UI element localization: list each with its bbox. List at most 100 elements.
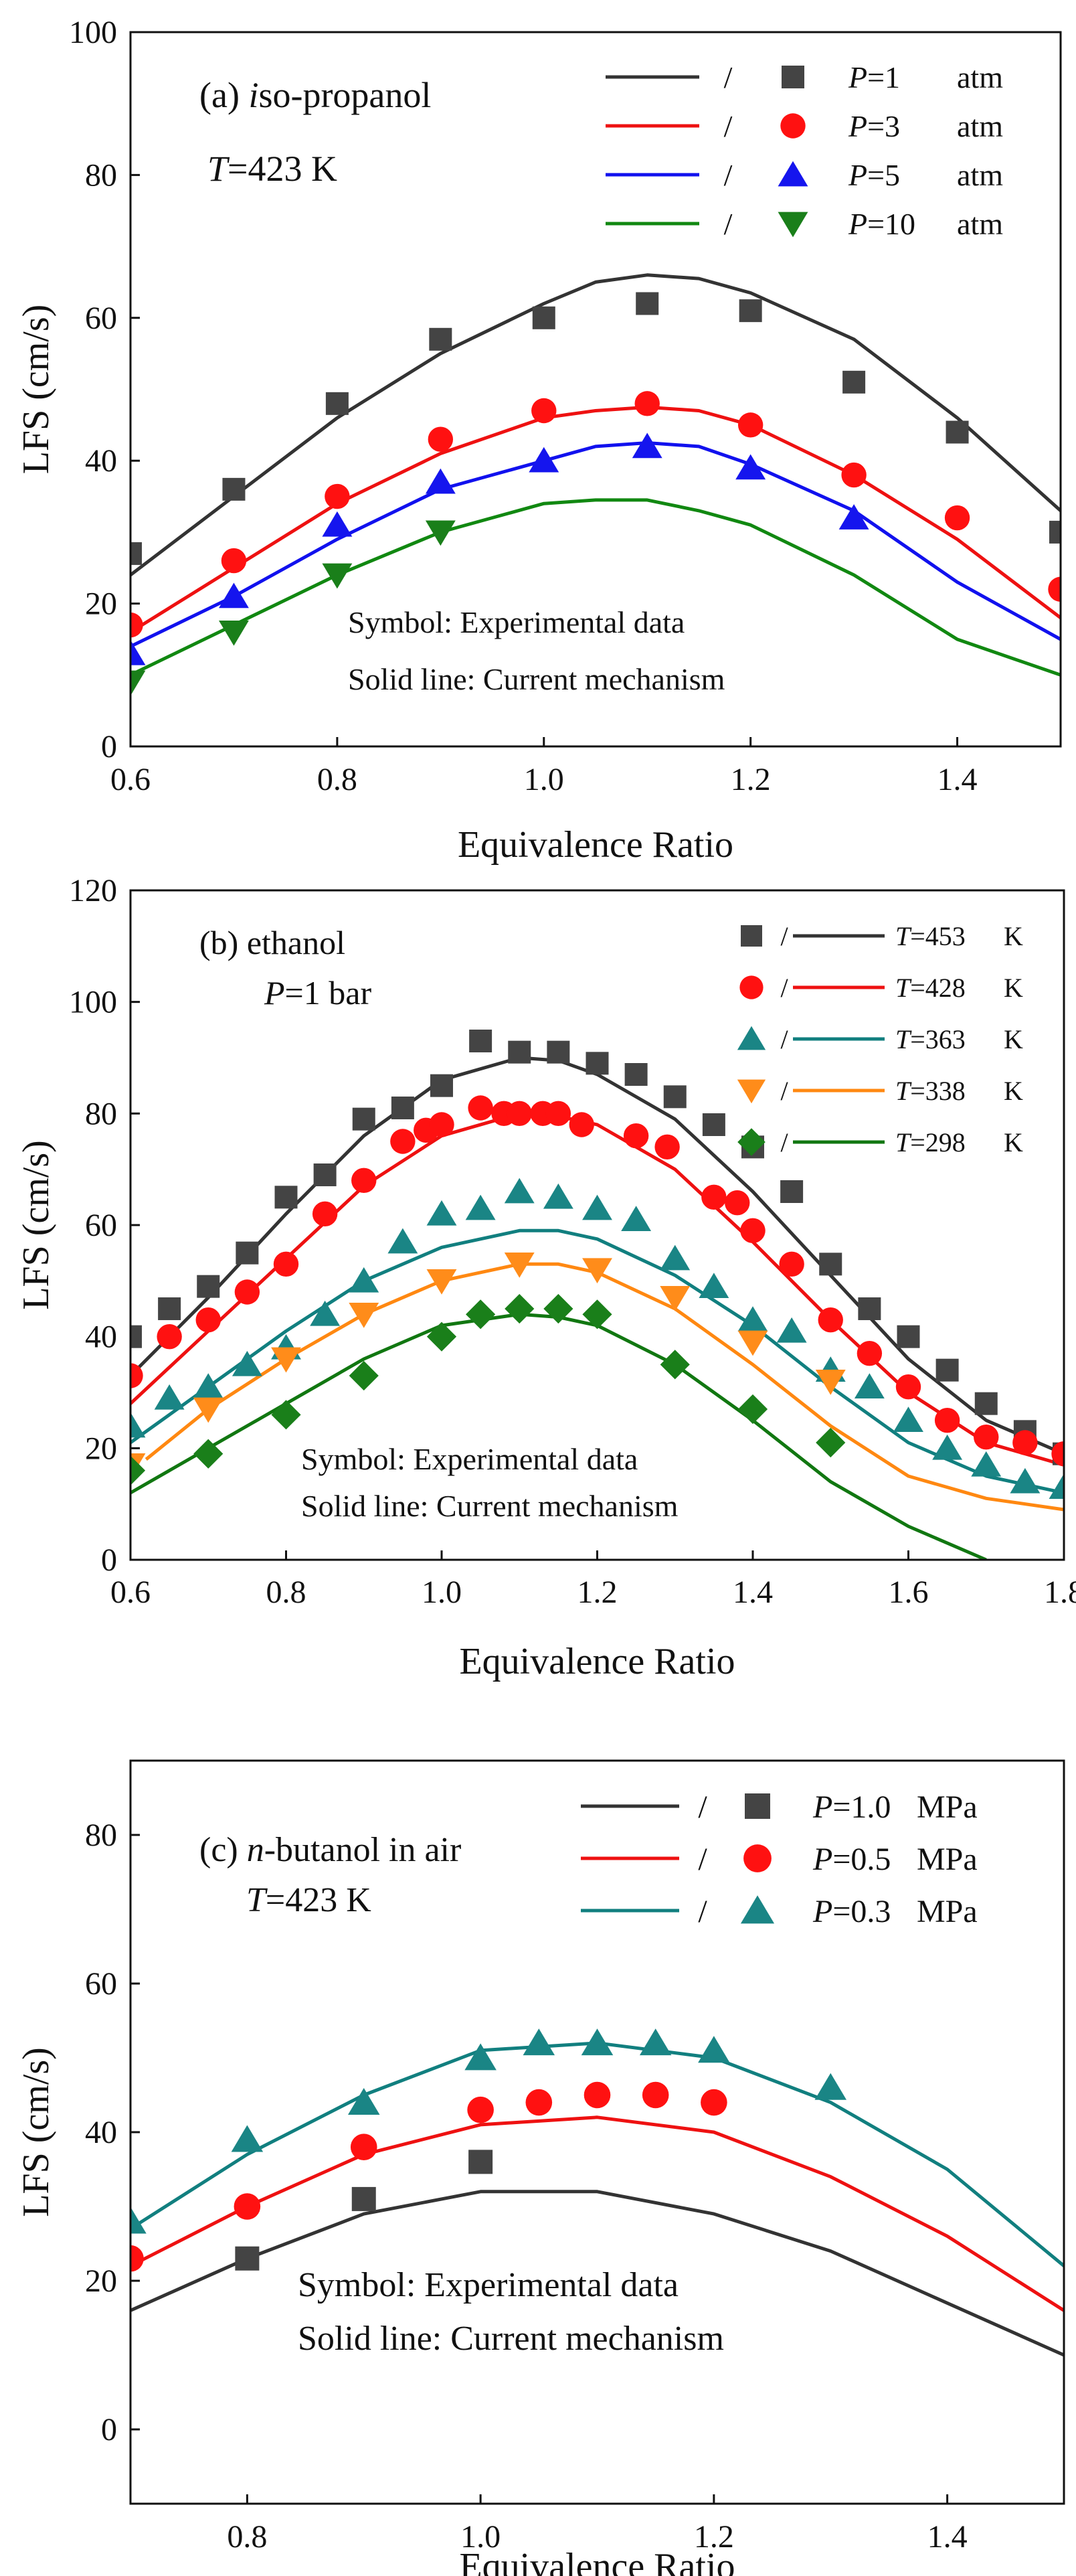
data-point-series-1 [352,1107,375,1131]
legend-marker-1 [745,1793,770,1819]
data-point-series-3 [893,1406,923,1433]
data-point-series-2 [130,1363,143,1388]
y-tick-label: 40 [85,1319,117,1355]
data-point-series-3 [310,1300,341,1326]
legend-unit-3: MPa [917,1894,978,1929]
data-point-series-3 [543,1183,573,1209]
data-point-series-2 [725,1190,750,1216]
y-tick-label: 0 [101,2412,117,2447]
condition-label: P=1 bar [264,974,371,1012]
data-point-series-4 [322,563,353,589]
data-point-series-4 [504,1252,535,1278]
x-axis-label: Equivalence Ratio [458,824,733,866]
legend-label-4: P=10 [848,207,915,241]
data-point-series-2 [737,412,764,438]
data-point-series-5 [193,1439,223,1469]
data-point-series-2 [701,2089,727,2116]
data-point-series-2 [944,505,970,531]
data-point-series-3 [465,1194,496,1220]
data-point-series-3 [632,432,662,459]
data-point-series-2 [234,1279,260,1305]
legend-label-3: P=0.3 [812,1894,891,1929]
plot-area [130,2028,1064,2357]
legend-unit-1: atm [957,60,1003,94]
data-point-series-5 [349,1360,379,1391]
x-tick-label: 1.2 [731,762,771,797]
x-tick-label: 0.6 [110,762,151,797]
legend-marker-2 [743,1844,772,1872]
legend-label-1: P=1.0 [812,1789,891,1825]
legend-separator: / [780,921,788,951]
data-point-series-2 [531,398,557,424]
series-line-3 [130,441,1061,648]
series-line-2 [130,2115,1064,2312]
data-point-series-1 [842,370,866,394]
data-point-series-2 [390,1129,416,1154]
series-line-4 [145,1262,1064,1512]
legend-unit-4: K [1004,1076,1023,1106]
legend-label-1: P=1 [848,60,900,94]
data-point-series-4 [426,1269,457,1295]
data-point-series-1 [935,1358,959,1382]
data-point-series-5 [271,1400,301,1430]
legend-marker-1 [741,925,762,947]
legend-unit-3: K [1004,1024,1023,1054]
note-symbol: Symbol: Experimental data [301,1442,638,1476]
legend-marker-2 [739,975,764,999]
data-point-series-3 [1049,1473,1064,1500]
data-point-series-4 [271,1347,301,1373]
data-point-series-3 [232,1350,262,1376]
data-point-series-1 [819,1253,842,1276]
data-point-series-2 [857,1340,883,1366]
legend-unit-1: K [1004,921,1023,951]
x-tick-label: 0.8 [317,762,357,797]
data-point-series-1 [158,1297,181,1320]
data-point-series-2 [623,1123,649,1149]
legend-unit-2: atm [957,109,1003,143]
data-point-series-3 [154,1384,185,1410]
legend-unit-2: MPa [917,1842,978,1877]
data-point-series-2 [818,1307,843,1333]
y-axis-label: LFS (cm/s) [15,305,57,475]
data-point-series-4 [193,1397,223,1423]
plot-frame [129,889,1065,1561]
data-point-series-5 [582,1299,612,1330]
data-point-series-3 [776,1317,807,1343]
data-point-series-4 [815,1369,846,1395]
data-point-series-2 [779,1251,804,1277]
y-tick-label: 40 [85,443,117,479]
data-point-series-2 [428,426,454,452]
legend-separator: / [780,1127,788,1157]
data-point-series-2 [642,2081,669,2109]
legend-separator: / [698,1789,707,1825]
plot-area [130,273,1061,696]
legend-label-4: T=338 [895,1076,966,1106]
data-point-series-3 [130,2206,147,2234]
legend-separator: / [698,1894,707,1929]
x-tick-label: 1.2 [577,1575,618,1610]
data-point-series-1 [636,292,659,315]
x-tick-label: 1.0 [422,1575,462,1610]
x-tick-label: 0.6 [110,1575,151,1610]
data-point-series-2 [130,612,143,638]
data-point-series-3 [1010,1467,1041,1494]
data-point-series-3 [193,1373,223,1399]
legend-marker-1 [782,66,804,88]
data-point-series-2 [525,2089,553,2116]
legend-label-5: T=298 [895,1127,966,1157]
y-tick-label: 80 [85,1818,117,1853]
data-point-series-3 [425,468,456,494]
data-point-series-1 [351,2186,376,2211]
legend-separator: / [724,207,733,241]
series-line-1 [130,2190,1064,2357]
y-tick-label: 20 [85,1431,117,1466]
legend-separator: / [698,1842,707,1877]
data-point-series-1 [325,392,349,415]
data-point-series-2 [545,1101,571,1127]
legend-label-1: T=453 [895,921,966,951]
data-point-series-1 [780,1180,804,1203]
data-point-series-2 [351,1168,377,1194]
data-point-series-3 [347,2088,380,2115]
data-point-series-2 [654,1134,680,1160]
data-point-series-2 [429,1112,454,1137]
